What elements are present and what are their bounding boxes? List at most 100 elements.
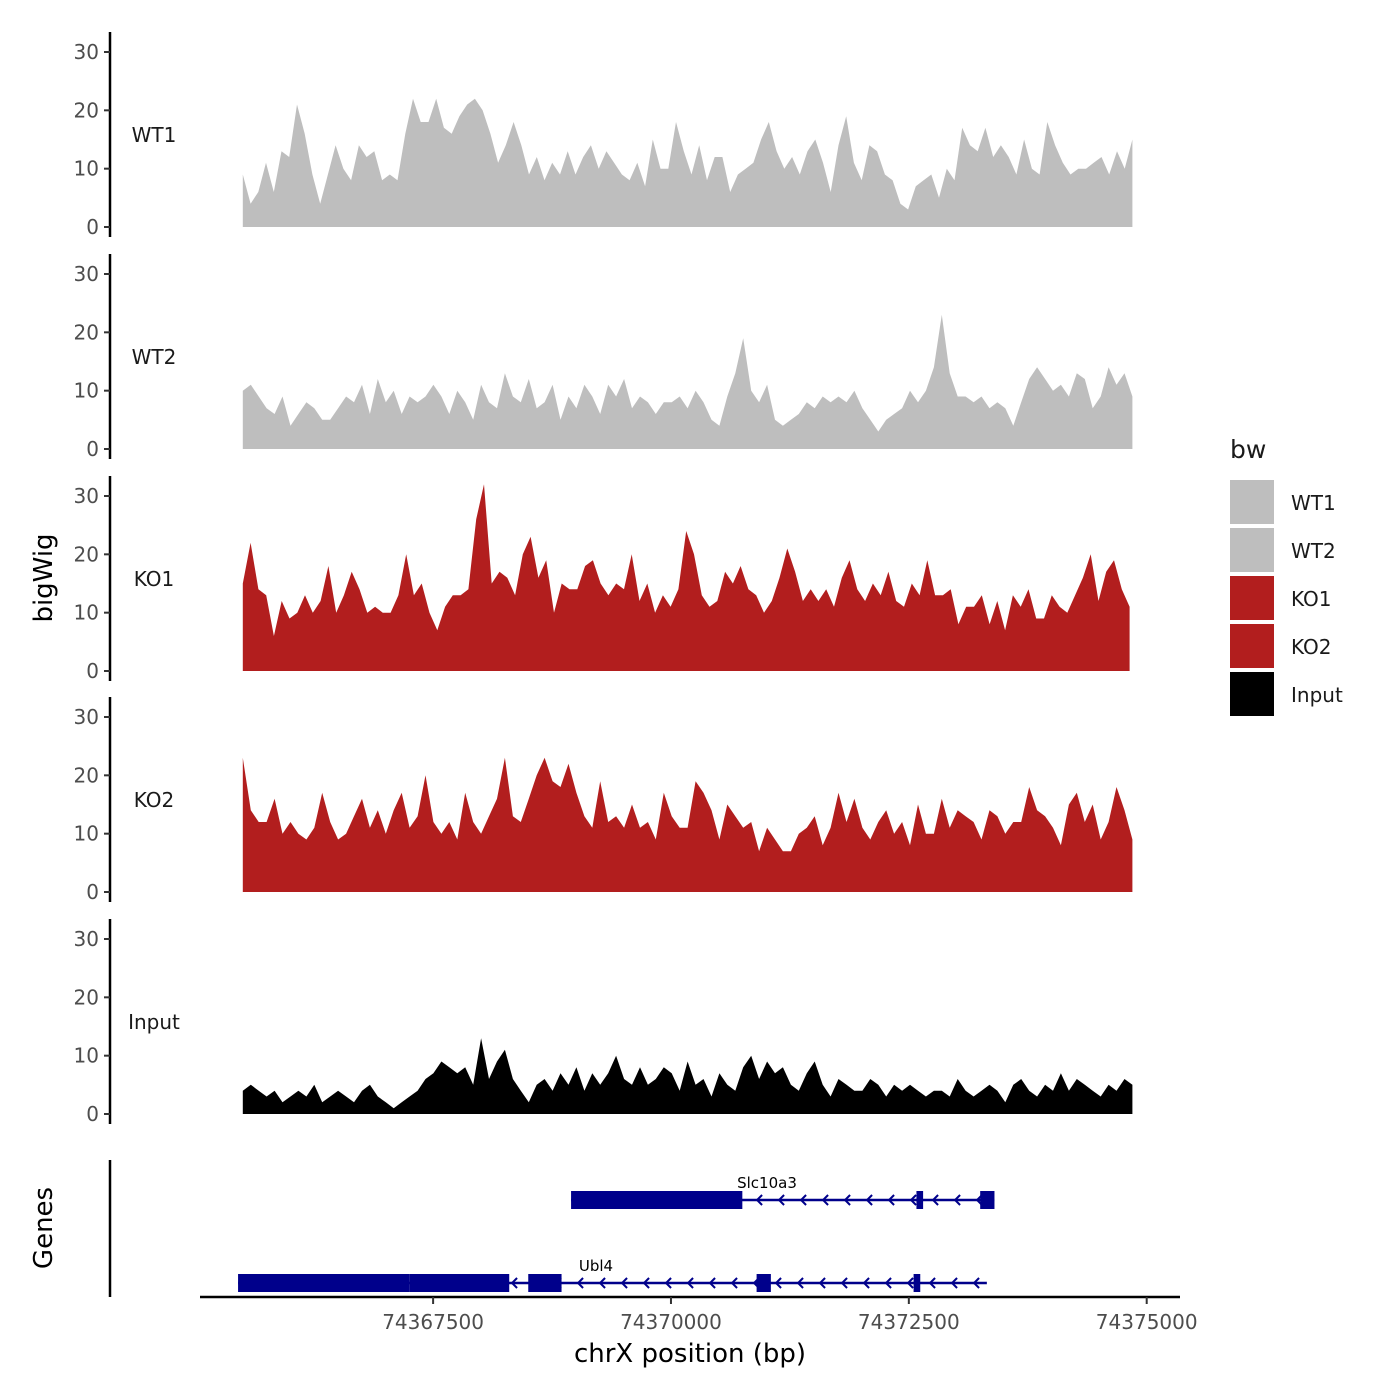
track-area-input	[242, 1038, 1133, 1114]
strand-arrow	[730, 1277, 738, 1289]
y-tick-label: 0	[86, 1102, 99, 1126]
gene-exon	[916, 1191, 924, 1209]
strand-arrow	[755, 1194, 763, 1206]
strand-arrow	[906, 1277, 914, 1289]
gene-exon	[980, 1191, 995, 1209]
strand-arrow	[887, 1194, 895, 1206]
y-tick-label: 30	[74, 927, 99, 951]
track-area-wt2	[242, 314, 1133, 449]
legend: bw WT1 WT2 KO1 KO2 Input	[1230, 435, 1343, 716]
gene-label: Ubl4	[579, 1257, 613, 1275]
strand-arrow	[972, 1277, 980, 1289]
track-panel-wt1: 0 10 20 30 WT1	[74, 32, 1133, 239]
y-tick-label: 30	[74, 40, 99, 64]
legend-swatch	[1230, 624, 1274, 668]
y-tick-label: 10	[74, 157, 99, 181]
y-tick-label: 20	[74, 985, 99, 1009]
y-tick-label: 0	[86, 437, 99, 461]
track-panel-ko1: 0 10 20 30 KO1	[74, 476, 1130, 683]
strand-arrow	[774, 1277, 782, 1289]
y-tick-label: 20	[74, 320, 99, 344]
x-tick-label: 74370000	[620, 1310, 722, 1334]
strand-arrow	[510, 1277, 518, 1289]
strand-arrow	[642, 1277, 650, 1289]
gene-slc10a3: Slc10a3	[571, 1174, 995, 1209]
track-panel-input: 0 10 20 30 Input	[74, 919, 1133, 1126]
track-label: WT2	[132, 345, 177, 369]
y-tick-label: 10	[74, 822, 99, 846]
legend-label: KO1	[1291, 587, 1332, 611]
strand-arrow	[821, 1194, 829, 1206]
legend-swatch	[1230, 576, 1274, 620]
legend-label: WT2	[1291, 539, 1336, 563]
strand-arrow	[862, 1277, 870, 1289]
strand-arrow	[840, 1277, 848, 1289]
x-axis-title: chrX position (bp)	[574, 1339, 806, 1369]
y-tick-label: 0	[86, 659, 99, 683]
track-label: Input	[128, 1010, 180, 1034]
legend-item-wt1: WT1	[1230, 480, 1336, 524]
y-tick-label: 10	[74, 379, 99, 403]
x-tick-label: 74367500	[382, 1310, 484, 1334]
track-area-ko2	[242, 757, 1133, 892]
strand-arrow	[576, 1277, 584, 1289]
legend-swatch	[1230, 672, 1274, 716]
strand-arrow	[931, 1194, 939, 1206]
legend-swatch	[1230, 528, 1274, 572]
strand-arrow	[950, 1277, 958, 1289]
gene-exon	[238, 1274, 410, 1292]
y-tick-label: 20	[74, 542, 99, 566]
x-tick-label: 74372500	[858, 1310, 960, 1334]
y-tick-label: 20	[74, 98, 99, 122]
strand-arrow	[884, 1277, 892, 1289]
strand-arrow	[796, 1277, 804, 1289]
strand-arrow	[953, 1194, 961, 1206]
track-label: KO2	[134, 788, 175, 812]
gene-exon	[756, 1274, 771, 1292]
strand-arrow	[664, 1277, 672, 1289]
strand-arrow	[686, 1277, 694, 1289]
legend-item-input: Input	[1230, 672, 1343, 716]
legend-label: Input	[1291, 683, 1343, 707]
gene-exon	[913, 1274, 921, 1292]
legend-label: KO2	[1291, 635, 1332, 659]
y-tick-label: 30	[74, 705, 99, 729]
track-label: KO1	[134, 567, 175, 591]
strand-arrow	[865, 1194, 873, 1206]
strand-arrow	[598, 1277, 606, 1289]
y-axis-title: bigWig	[29, 533, 59, 622]
track-panel-wt2: 0 10 20 30 WT2	[74, 254, 1133, 461]
strand-arrow	[928, 1277, 936, 1289]
legend-title: bw	[1230, 435, 1266, 464]
strand-arrow	[799, 1194, 807, 1206]
track-panel-ko2: 0 10 20 30 KO2	[74, 697, 1133, 904]
legend-item-ko1: KO1	[1230, 576, 1332, 620]
strand-arrow	[708, 1277, 716, 1289]
strand-arrow	[620, 1277, 628, 1289]
track-label: WT1	[132, 123, 177, 147]
y-tick-label: 0	[86, 215, 99, 239]
strand-arrow	[818, 1277, 826, 1289]
x-tick-label: 74375000	[1096, 1310, 1198, 1334]
gene-exon	[571, 1191, 743, 1209]
strand-arrow	[777, 1194, 785, 1206]
legend-swatch	[1230, 480, 1274, 524]
legend-label: WT1	[1291, 491, 1336, 515]
legend-item-wt2: WT2	[1230, 528, 1336, 572]
y-tick-label: 30	[74, 262, 99, 286]
track-area-ko1	[242, 484, 1130, 671]
gene-label: Slc10a3	[737, 1174, 797, 1192]
y-tick-label: 10	[74, 1044, 99, 1068]
genes-axis-title: Genes	[29, 1187, 59, 1269]
y-tick-label: 10	[74, 601, 99, 625]
track-area-wt1	[242, 98, 1133, 227]
y-tick-label: 30	[74, 484, 99, 508]
strand-arrow	[843, 1194, 851, 1206]
gene-exon	[528, 1274, 562, 1292]
y-tick-label: 20	[74, 763, 99, 787]
gene-exon	[409, 1274, 510, 1292]
legend-item-ko2: KO2	[1230, 624, 1332, 668]
strand-arrow	[909, 1194, 917, 1206]
gene-ubl4: Ubl4	[238, 1257, 987, 1292]
